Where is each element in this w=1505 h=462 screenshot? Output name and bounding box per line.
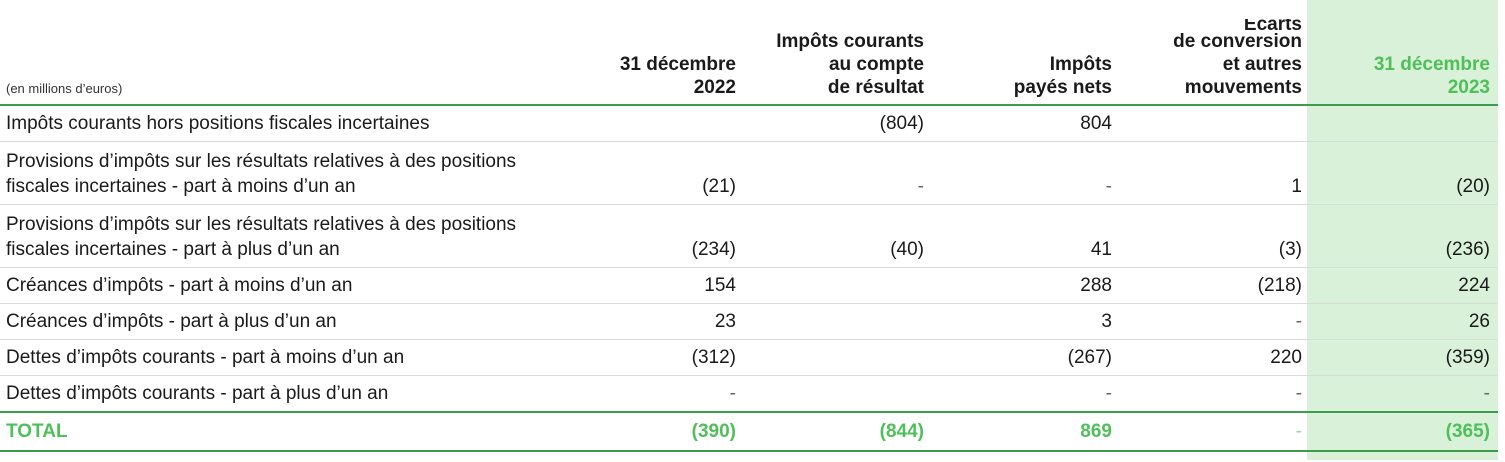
col-header-line: mouvements — [1184, 77, 1302, 98]
cell-dec-2022: 154 — [545, 267, 741, 304]
table-row: Créances d’impôts - part à moins d’un an… — [0, 267, 1498, 304]
cell-dec-2022: (21) — [545, 141, 741, 205]
cell-current-tax — [741, 339, 929, 376]
total-net-taxes-paid: 869 — [929, 411, 1117, 452]
cell-dec-2022: 23 — [545, 303, 741, 340]
col-header-current-tax-income-statement: Impôts courants au compte de résultat — [741, 0, 929, 106]
col-header-line: Impôts courants — [776, 31, 924, 52]
cell-current-tax — [741, 267, 929, 304]
cell-current-tax: (40) — [741, 204, 929, 268]
col-header-line: 2023 — [1447, 77, 1490, 98]
cell-conversion: (218) — [1117, 267, 1307, 304]
cell-conversion: 220 — [1117, 339, 1307, 376]
table-row: Créances d’impôts - part à plus d’un an … — [0, 303, 1498, 340]
total-dec-2023: (365) — [1307, 411, 1498, 452]
row-label: Dettes d’impôts courants - part à moins … — [0, 339, 545, 376]
cell-dec-2022: - — [729, 383, 736, 404]
unit-label: (en millions d’euros) — [0, 0, 545, 106]
cell-net-taxes-paid: 804 — [929, 105, 1117, 142]
cell-current-tax: (804) — [741, 105, 929, 142]
cell-net-taxes-paid: 3 — [929, 303, 1117, 340]
cell-conversion: - — [1295, 383, 1302, 404]
cell-conversion: - — [1117, 303, 1307, 340]
cell-conversion: 1 — [1117, 141, 1307, 205]
row-label: Provisions d’impôts sur les résultats re… — [0, 204, 545, 268]
col-header-net-taxes-paid: Impôts payés nets — [929, 0, 1117, 106]
cell-dec-2023: - — [1483, 383, 1490, 404]
cell-conversion: (3) — [1117, 204, 1307, 268]
table-row: Provisions d’impôts sur les résultats re… — [0, 141, 1498, 205]
row-label: Créances d’impôts - part à plus d’un an — [0, 303, 545, 340]
col-header-conversion-differences: Écarts de conversion et autres mouvement… — [1117, 0, 1307, 106]
cell-dec-2023 — [1307, 105, 1498, 142]
table-row: Provisions d’impôts sur les résultats re… — [0, 204, 1498, 268]
total-dec-2022: (390) — [545, 411, 741, 452]
cell-net-taxes-paid: (267) — [929, 339, 1117, 376]
col-header-dec-2022: 31 décembre 2022 — [545, 0, 741, 106]
header-row: (en millions d’euros) 31 décembre 2022 I… — [0, 0, 1498, 106]
table-row: Dettes d’impôts courants - part à moins … — [0, 339, 1498, 376]
cell-net-taxes-paid: - — [929, 141, 1117, 205]
col-header-line: payés nets — [1013, 77, 1112, 98]
cell-dec-2022 — [545, 105, 741, 142]
row-label: Provisions d’impôts sur les résultats re… — [0, 141, 545, 205]
total-label: TOTAL — [0, 411, 545, 452]
cell-conversion — [1117, 105, 1307, 142]
cell-dec-2023: 224 — [1307, 267, 1498, 304]
col-header-line: au compte — [828, 54, 924, 75]
col-header-line: 2022 — [693, 77, 736, 98]
cell-net-taxes-paid: 41 — [929, 204, 1117, 268]
col-header-line: Écarts — [1243, 19, 1302, 30]
cell-dec-2022: (234) — [545, 204, 741, 268]
total-conversion: - — [1117, 411, 1307, 452]
current-taxes-table: (en millions d’euros) 31 décembre 2022 I… — [0, 0, 1498, 452]
col-header-line: de résultat — [827, 77, 924, 98]
cell-current-tax: - — [741, 141, 929, 205]
cell-current-tax — [741, 303, 929, 340]
col-header-line: 31 décembre — [619, 54, 736, 75]
table-row: Dettes d’impôts courants - part à plus d… — [0, 376, 1498, 413]
table-row: Impôts courants hors positions fiscales … — [0, 105, 1498, 142]
row-label: Impôts courants hors positions fiscales … — [0, 105, 545, 142]
col-header-line: Impôts — [1049, 54, 1112, 75]
cell-dec-2023: 26 — [1307, 303, 1498, 340]
cell-dec-2023: (20) — [1307, 141, 1498, 205]
cell-dec-2022: (312) — [545, 339, 741, 376]
col-header-line: 31 décembre — [1373, 54, 1490, 75]
cell-dec-2023: (236) — [1307, 204, 1498, 268]
cell-net-taxes-paid: - — [1105, 383, 1112, 404]
total-row: TOTAL (390) (844) 869 - (365) — [0, 411, 1498, 452]
cell-net-taxes-paid: 288 — [929, 267, 1117, 304]
cell-current-tax — [741, 376, 929, 413]
col-header-line: et autres — [1222, 54, 1302, 75]
row-label: Dettes d’impôts courants - part à plus d… — [6, 383, 389, 404]
col-header-line: de conversion — [1173, 31, 1302, 52]
col-header-dec-2023: 31 décembre 2023 — [1307, 0, 1498, 106]
total-current-tax: (844) — [741, 411, 929, 452]
cell-dec-2023: (359) — [1307, 339, 1498, 376]
row-label: Créances d’impôts - part à moins d’un an — [0, 267, 545, 304]
